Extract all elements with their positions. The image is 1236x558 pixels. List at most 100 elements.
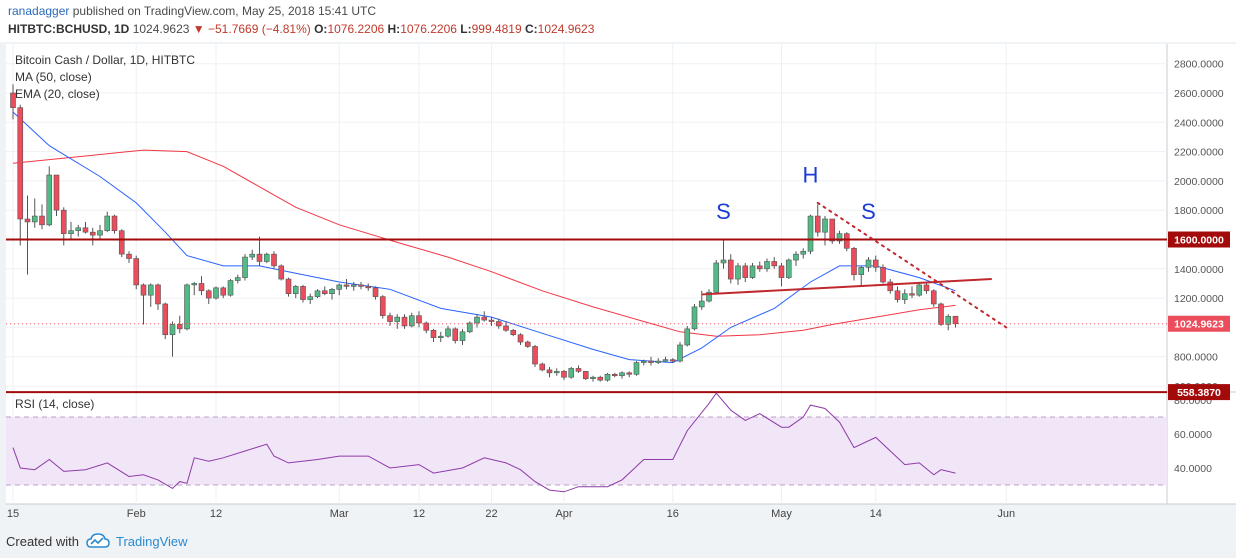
candle [626,371,633,378]
candle [575,365,582,373]
candle [437,331,444,343]
rsi-band-fill [6,417,1167,485]
footer: Created with TradingView [0,528,1236,558]
candle-body [234,277,241,281]
candle [582,371,589,381]
candle-body [923,284,930,292]
candle-body [474,316,480,324]
tradingview-cloud-icon [86,533,110,548]
candle-body [394,316,401,322]
price-tick-label: 2600.0000 [1174,88,1224,100]
candle-body [147,284,154,296]
open-label: O: [314,22,328,36]
ema20-legend: EMA (20, close) [15,87,100,101]
candle [778,262,785,287]
candle [227,279,234,297]
candle-body [350,284,357,287]
candle [684,325,691,347]
time-tick-label: Feb [127,508,146,520]
pattern-label: S [861,199,876,224]
candle-body [321,290,328,295]
candle [372,286,379,300]
candle-body [46,174,53,226]
candle [909,286,915,299]
candle [474,314,480,328]
candle-body [68,230,74,234]
candle-body [684,328,691,346]
candle-body [365,286,372,289]
candle-body [510,330,517,336]
candle-body [10,92,16,108]
author-link[interactable]: ranadagger [8,4,70,18]
candle [82,221,89,234]
candle [597,375,604,382]
candle [510,328,517,337]
price-change: −51.7669 (−4.81%) [208,22,311,36]
price-chart[interactable]: S H S 2800.0000 2600.0000 2400.0000 2200.0000… [0,42,1236,528]
candle [329,287,335,300]
price-scale[interactable] [1167,44,1236,504]
tradingview-brand[interactable]: TradingView [116,534,188,549]
candle [843,232,850,252]
candle-body [524,341,531,347]
candle [198,276,205,296]
candle-body [727,259,734,280]
candle [39,204,45,230]
support-price-tag-bg [1168,384,1230,401]
close-value: 1024.9623 [537,22,595,36]
low-value: 999.4819 [471,22,522,36]
candle-body [169,324,176,336]
candle [249,249,256,261]
candle [147,283,154,307]
candle [669,358,676,363]
candle [191,281,198,296]
candle [314,289,321,299]
candle-body [249,253,256,258]
candle-body [452,328,459,341]
candle [278,264,285,281]
candle-body [582,371,589,379]
candle [713,260,720,294]
candle-body [329,289,335,295]
candle-body [256,253,263,262]
candle-body [401,316,408,327]
candle [292,284,299,299]
candle [263,252,270,263]
candle-body [764,261,770,270]
candle [46,166,53,227]
candle-body [843,233,850,249]
candle-body [938,303,944,325]
candle [140,283,147,325]
candle [814,204,821,237]
candle-body [278,265,285,280]
candle [111,214,118,234]
candle-body [539,363,546,371]
candle [169,321,176,357]
neckline [701,278,992,296]
candle-body [814,215,821,233]
candle-body [553,371,560,374]
publish-line: ranadagger published on TradingView.com,… [8,4,376,18]
candle [952,315,959,328]
time-tick-label: Apr [555,508,572,520]
candle-body [517,334,524,343]
candle [459,328,466,345]
time-tick-label: 15 [7,508,19,520]
time-tick-label: Mar [330,508,349,520]
candle [771,257,778,269]
candle-body [611,373,618,377]
symbol-line: HITBTC:BCHUSD, 1D 1024.9623 ▼ −51.7669 (… [8,22,594,36]
candle-body [742,265,749,278]
candle-body [162,303,169,336]
candle-body [851,247,857,275]
candle-body [408,315,415,327]
candle-body [793,253,799,261]
candle-body [894,290,901,300]
publish-text: published on TradingView.com, May 25, 20… [72,4,377,18]
candle-body [568,368,575,378]
time-tick-label: May [771,508,792,520]
time-tick-label: 14 [870,508,882,520]
candle-body [140,284,147,296]
candle-body [263,253,270,262]
candle-body [778,265,785,278]
